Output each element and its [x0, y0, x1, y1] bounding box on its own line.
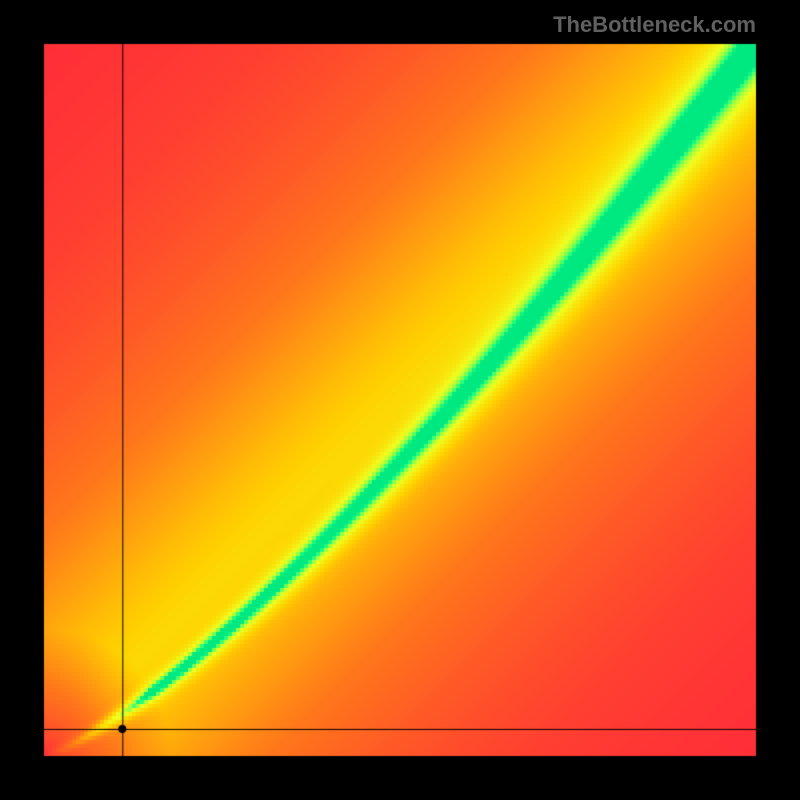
chart-container: { "canvas": { "width": 800, "height": 80…	[0, 0, 800, 800]
watermark-label: TheBottleneck.com	[553, 12, 756, 38]
bottleneck-heatmap	[0, 0, 800, 800]
